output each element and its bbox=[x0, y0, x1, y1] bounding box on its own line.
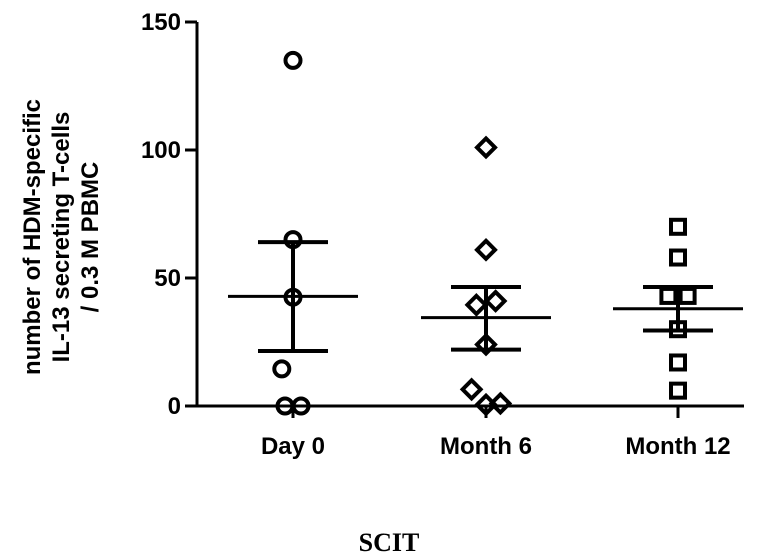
y-axis-title-line-2: IL-13 secreting T-cells bbox=[48, 112, 75, 363]
data-point bbox=[272, 359, 292, 379]
data-point bbox=[283, 230, 303, 250]
data-point bbox=[464, 293, 489, 317]
data-point bbox=[669, 381, 687, 400]
data-point bbox=[669, 248, 687, 267]
x-tick-label: Day 0 bbox=[261, 433, 325, 460]
y-tick-label: 50 bbox=[154, 265, 181, 292]
data-point bbox=[669, 217, 687, 236]
data-point bbox=[483, 289, 508, 313]
y-tick-label: 150 bbox=[141, 9, 181, 36]
data-point bbox=[291, 396, 311, 416]
x-axis-title: SCIT bbox=[359, 528, 420, 557]
data-point bbox=[669, 320, 687, 339]
data-point bbox=[459, 377, 484, 402]
data-point bbox=[659, 286, 678, 305]
data-point bbox=[669, 353, 687, 372]
x-tick-label: Month 6 bbox=[440, 433, 532, 460]
y-axis-title-line-3: / 0.3 M PBMC bbox=[77, 162, 104, 313]
plot-marks bbox=[228, 50, 743, 417]
y-tick-label: 100 bbox=[141, 137, 181, 164]
data-point bbox=[474, 238, 498, 262]
x-tick-label: Month 12 bbox=[625, 433, 730, 460]
data-point bbox=[678, 286, 697, 305]
data-point bbox=[474, 332, 498, 357]
data-point bbox=[283, 287, 303, 307]
axes: 0 50 100 150 Day 0 Month 6 Month 12 bbox=[141, 9, 744, 460]
y-tick-label: 0 bbox=[168, 393, 181, 420]
data-point bbox=[474, 135, 498, 160]
data-point bbox=[488, 391, 513, 416]
data-point bbox=[283, 50, 303, 70]
y-axis-title-line-1: number of HDM-specific bbox=[19, 99, 46, 375]
